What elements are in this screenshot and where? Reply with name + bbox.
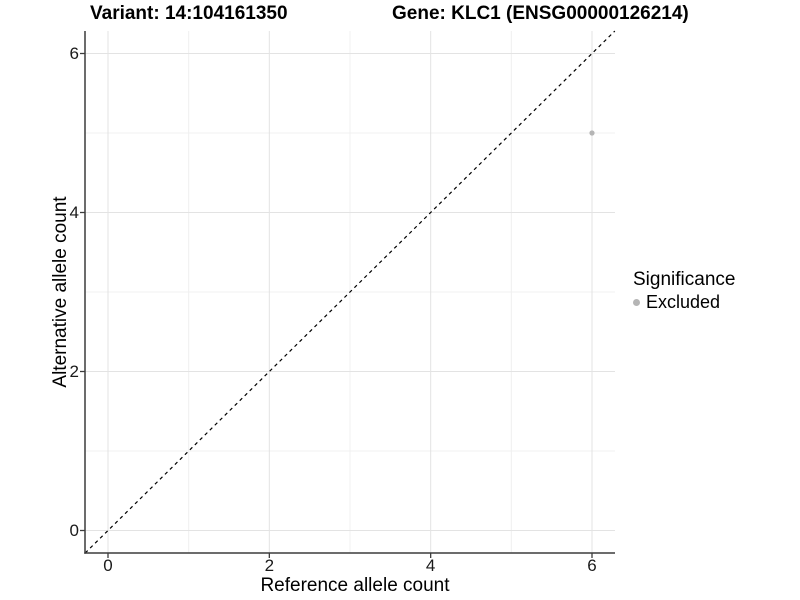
y-tick-label: 0 xyxy=(69,520,79,540)
legend-key-dot-icon xyxy=(633,298,640,306)
x-axis-title: Reference allele count xyxy=(260,575,450,596)
y-axis-title: Alternative allele count xyxy=(50,196,71,388)
legend-title: Significance xyxy=(633,269,736,290)
legend: Significance Excluded xyxy=(633,269,735,313)
legend-item-label: Excluded xyxy=(646,292,721,312)
gene-title: Gene: KLC1 (ENSG00000126214) xyxy=(392,3,689,24)
x-tick-label: 4 xyxy=(425,556,436,575)
data-point xyxy=(589,130,595,136)
x-tick-label: 2 xyxy=(264,556,275,575)
x-tick-label: 0 xyxy=(103,556,113,575)
y-tick-label: 2 xyxy=(69,361,79,381)
x-tick-label: 6 xyxy=(587,556,597,575)
y-tick-label: 6 xyxy=(69,43,79,63)
variant-title: Variant: 14:104161350 xyxy=(90,3,288,24)
y-tick-label: 4 xyxy=(69,202,79,222)
legend-item-excluded: Excluded xyxy=(633,291,735,313)
identity-reference-line xyxy=(84,30,616,554)
